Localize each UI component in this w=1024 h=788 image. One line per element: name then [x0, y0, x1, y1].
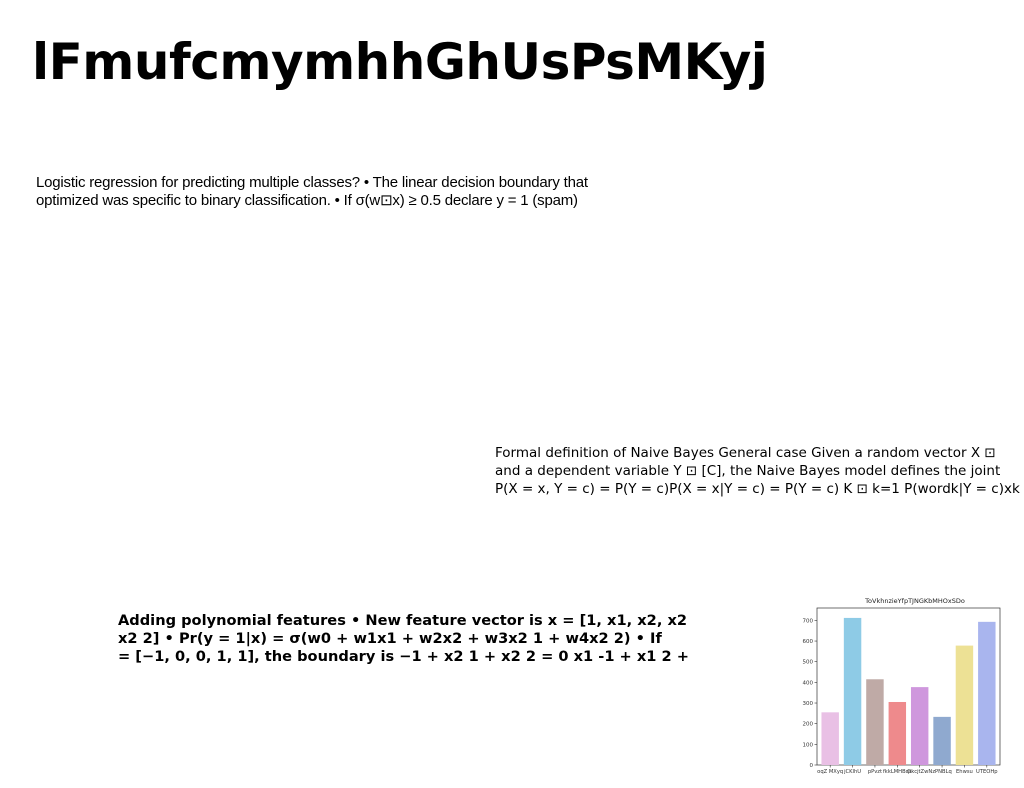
- y-tick-label: 200: [803, 722, 814, 728]
- bar-chart: ToVkhnzieYfpTJNGKbMHOxSDo 0 100 200 300 400 5…: [803, 597, 1001, 775]
- x-tick-label: fkkLMHBqs: [883, 769, 912, 775]
- bar: [843, 617, 862, 765]
- x-tick-label: oqZ MXyq: [817, 769, 843, 775]
- y-tick-label: 700: [803, 618, 814, 624]
- y-tick-label: 0: [810, 763, 814, 769]
- y-tick-label: 100: [803, 742, 814, 748]
- bar: [910, 687, 929, 765]
- paragraph-polynomial-features: Adding polynomial features • New feature…: [118, 612, 689, 665]
- paragraph-naive-bayes: Formal definition of Naive Bayes General…: [495, 445, 1020, 497]
- bar: [888, 701, 907, 765]
- x-tick-label: zPNBLq: [932, 769, 951, 775]
- x-tick-label: Ehwsu: [956, 769, 973, 775]
- plot-frame: [816, 607, 1001, 766]
- bar: [933, 716, 951, 765]
- slide-title: lFmufcmymhhGhUsPsMKyj: [32, 33, 768, 91]
- x-tick-label: OkcjtZwN: [907, 769, 932, 775]
- bar: [866, 679, 884, 765]
- y-tick-label: 300: [803, 701, 814, 707]
- y-tick-label: 600: [803, 639, 814, 645]
- bar: [978, 621, 996, 765]
- paragraph-logistic-regression: Logistic regression for predicting multi…: [36, 174, 588, 209]
- x-tick-label: pPvzt: [868, 769, 882, 775]
- bar: [955, 645, 974, 765]
- bar: [821, 712, 839, 765]
- x-tick-label: UTEOHp: [976, 769, 998, 775]
- chart-title: ToVkhnzieYfpTJNGKbMHOxSDo: [864, 597, 965, 605]
- x-tick-label: jCKlhU: [843, 769, 861, 775]
- chart-plot-area: 0 100 200 300 400 500 600 700 oqZ MXyq jCKlhU pPvz…: [803, 607, 1001, 775]
- y-tick-label: 400: [803, 680, 814, 686]
- y-tick-label: 500: [803, 660, 814, 666]
